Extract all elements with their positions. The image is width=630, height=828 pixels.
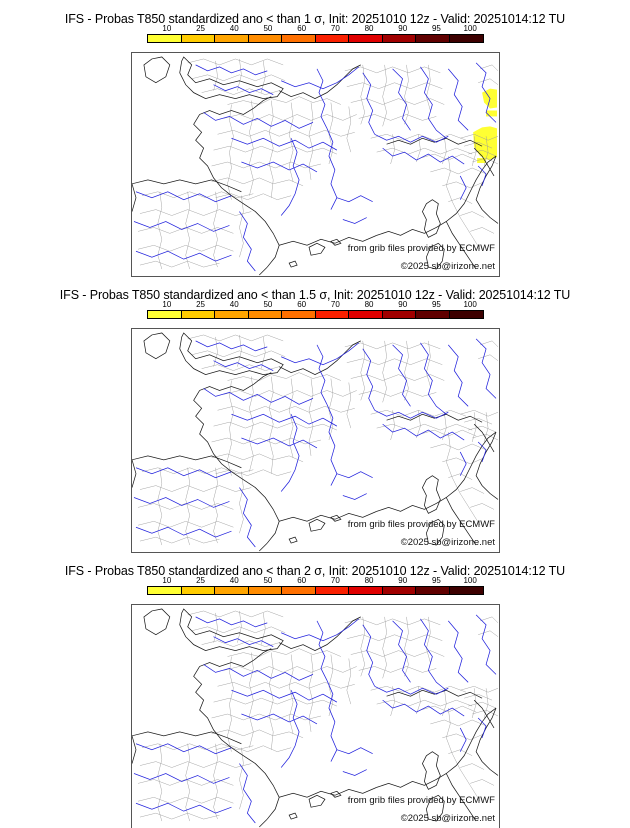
map-coastlines-3 [132,608,499,828]
panel-3-title: IFS - Probas T850 standardized ano < tha… [64,564,566,578]
colorbar-segment-25 [181,311,215,318]
colorbar-1: 10 25 40 50 60 70 80 90 95 100 [147,24,484,43]
colorbar-tick-60: 60 [297,300,307,309]
colorbar-segment-70 [315,311,349,318]
map-rivers-2 [133,338,497,548]
map-rivers-3 [133,614,497,824]
colorbar-tick-25: 25 [196,24,205,33]
colorbar-tick-50: 50 [263,24,273,33]
colorbar-2: 10 25 40 50 60 70 80 90 95 100 [147,300,484,319]
colorbar-tick-70: 70 [330,300,340,309]
colorbar-segment-100 [449,35,483,42]
colorbar-segment-40 [215,587,249,594]
colorbar-tick-10: 10 [162,300,172,309]
map-shading-layer-1 [473,88,498,164]
map-credit-1: from grib files provided by ECMWF [347,243,495,254]
colorbar-segment-90 [382,587,416,594]
map-canvas-1[interactable]: from grib files provided by ECMWF ©2025 … [131,52,500,277]
colorbar-2-ticks: 10 25 40 50 60 70 80 90 95 100 [147,300,484,310]
colorbar-segment-60 [282,587,316,594]
map-admin-borders-3 [137,610,499,822]
colorbar-segment-50 [248,587,282,594]
colorbar-tick-50: 50 [263,576,273,585]
map-credit-2: from grib files provided by ECMWF [347,519,495,530]
map-panel-2: IFS - Probas T850 standardized ano < tha… [0,276,630,553]
colorbar-segment-100 [449,587,483,594]
colorbar-tick-95: 95 [431,576,441,585]
map-admin-borders-1 [137,58,499,270]
map-copyright-1: ©2025 sb@irizone.net [400,261,495,272]
colorbar-tick-90: 90 [398,300,408,309]
colorbar-3-bar [147,586,484,595]
colorbar-segment-60 [282,35,316,42]
colorbar-tick-80: 80 [364,300,374,309]
colorbar-tick-60: 60 [297,576,307,585]
map-canvas-3[interactable]: from grib files provided by ECMWF ©2025 … [131,604,500,828]
map-svg-3 [132,608,499,828]
map-rivers-1 [133,62,497,272]
colorbar-tick-25: 25 [196,576,205,585]
colorbar-segment-10 [148,311,182,318]
colorbar-segment-95 [416,35,450,42]
colorbar-segment-10 [148,35,182,42]
panel-2-title: IFS - Probas T850 standardized ano < tha… [59,288,571,302]
colorbar-tick-100: 100 [463,576,477,585]
map-coastlines-2 [132,332,499,552]
colorbar-segment-50 [248,311,282,318]
colorbar-tick-40: 40 [229,300,239,309]
colorbar-tick-40: 40 [229,576,239,585]
colorbar-tick-60: 60 [297,24,307,33]
colorbar-segment-100 [449,311,483,318]
map-canvas-2[interactable]: from grib files provided by ECMWF ©2025 … [131,328,500,553]
colorbar-tick-70: 70 [330,24,340,33]
colorbar-tick-90: 90 [398,24,408,33]
colorbar-tick-80: 80 [364,576,374,585]
map-panel-1: IFS - Probas T850 standardized ano < tha… [0,0,630,277]
map-svg-1 [132,56,499,276]
colorbar-tick-95: 95 [431,300,441,309]
colorbar-3: 10 25 40 50 60 70 80 90 95 100 [147,576,484,595]
colorbar-segment-80 [349,587,383,594]
colorbar-segment-80 [349,311,383,318]
colorbar-2-bar [147,310,484,319]
colorbar-tick-10: 10 [162,576,172,585]
colorbar-tick-40: 40 [229,24,239,33]
colorbar-segment-70 [315,35,349,42]
colorbar-segment-50 [248,35,282,42]
colorbar-tick-25: 25 [196,300,205,309]
colorbar-segment-90 [382,35,416,42]
colorbar-3-ticks: 10 25 40 50 60 70 80 90 95 100 [147,576,484,586]
colorbar-segment-40 [215,35,249,42]
colorbar-segment-90 [382,311,416,318]
colorbar-segment-60 [282,311,316,318]
colorbar-tick-100: 100 [463,300,477,309]
colorbar-segment-40 [215,311,249,318]
colorbar-segment-95 [416,311,450,318]
colorbar-segment-95 [416,587,450,594]
map-panel-3: IFS - Probas T850 standardized ano < tha… [0,552,630,828]
colorbar-segment-80 [349,35,383,42]
colorbar-segment-10 [148,587,182,594]
colorbar-tick-10: 10 [162,24,172,33]
map-admin-borders-2 [137,334,499,546]
map-copyright-3: ©2025 sb@irizone.net [400,813,495,824]
map-credit-3: from grib files provided by ECMWF [347,795,495,806]
panel-1-title: IFS - Probas T850 standardized ano < tha… [64,12,566,26]
map-coastlines-1 [132,56,499,276]
colorbar-segment-25 [181,587,215,594]
colorbar-tick-70: 70 [330,576,340,585]
colorbar-tick-95: 95 [431,24,441,33]
colorbar-segment-25 [181,35,215,42]
colorbar-tick-90: 90 [398,576,408,585]
map-copyright-2: ©2025 sb@irizone.net [400,537,495,548]
colorbar-tick-100: 100 [463,24,477,33]
map-svg-2 [132,332,499,552]
colorbar-tick-50: 50 [263,300,273,309]
colorbar-1-ticks: 10 25 40 50 60 70 80 90 95 100 [147,24,484,34]
colorbar-1-bar [147,34,484,43]
colorbar-tick-80: 80 [364,24,374,33]
colorbar-segment-70 [315,587,349,594]
